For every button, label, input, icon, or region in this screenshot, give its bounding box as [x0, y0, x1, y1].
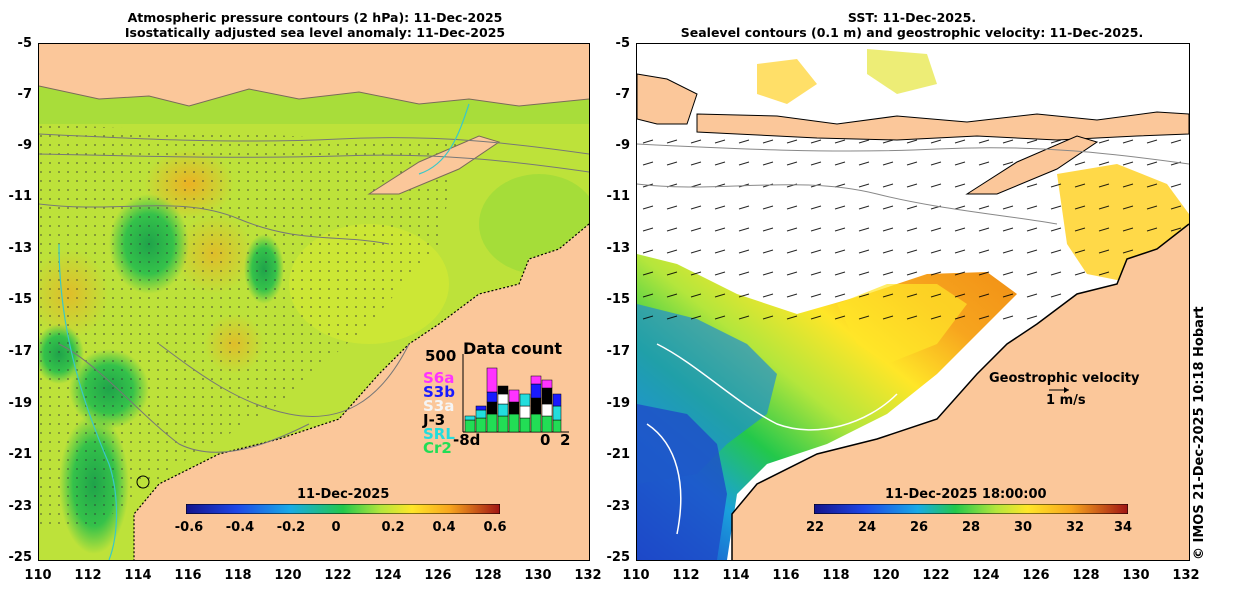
- right-y-tick: -13: [606, 241, 631, 256]
- right-cbar-tick: 22: [805, 520, 825, 535]
- right-y-tick: -25: [606, 550, 631, 565]
- velocity-legend-scale: 1 m/s: [1046, 393, 1086, 408]
- left-x-tick: 118: [224, 568, 252, 583]
- right-cbar-tick: 30: [1013, 520, 1033, 535]
- data-count-histogram: [462, 354, 569, 433]
- left-x-tick: 126: [424, 568, 452, 583]
- timor-island: [367, 135, 501, 195]
- right-colorbar-label: 11-Dec-2025 18:00:00: [885, 487, 1047, 502]
- right-x-tick: 118: [822, 568, 850, 583]
- right-x-tick: 110: [622, 568, 650, 583]
- left-y-tick: -21: [8, 447, 33, 462]
- left-y-tick: -5: [17, 36, 32, 51]
- left-colorbar: [186, 504, 500, 514]
- right-panel-title: SST: 11-Dec-2025. Sealevel contours (0.1…: [636, 10, 1188, 40]
- left-cbar-tick: -0.2: [276, 520, 306, 535]
- left-cbar-tick: -0.6: [174, 520, 204, 535]
- left-y-tick: -17: [8, 344, 33, 359]
- right-x-tick: 122: [922, 568, 950, 583]
- left-title-line2: Isostatically adjusted sea level anomaly…: [124, 25, 506, 40]
- right-x-tick: 124: [972, 568, 1000, 583]
- australia-land: [732, 224, 1189, 560]
- data-count-max: 500: [425, 347, 457, 365]
- right-x-tick: 128: [1072, 568, 1100, 583]
- right-y-tick: -23: [606, 499, 631, 514]
- right-cbar-tick: 28: [961, 520, 981, 535]
- right-cbar-tick: 24: [857, 520, 877, 535]
- right-x-tick: 114: [722, 568, 750, 583]
- mission-j3: J-3: [423, 411, 446, 429]
- sst-map: Geostrophic velocity 1 m/s: [636, 43, 1190, 561]
- right-y-tick: -21: [606, 447, 631, 462]
- left-x-tick: 130: [524, 568, 552, 583]
- left-cbar-tick: -0.4: [225, 520, 255, 535]
- left-y-tick: -11: [8, 189, 33, 204]
- mission-s3a: S3a: [423, 397, 455, 415]
- velocity-scale-arrow: [1049, 387, 1069, 393]
- left-x-tick: 114: [124, 568, 152, 583]
- right-title-line2: Sealevel contours (0.1 m) and geostrophi…: [680, 25, 1144, 40]
- left-y-tick: -15: [8, 292, 33, 307]
- right-y-tick: -19: [606, 396, 631, 411]
- right-colorbar: [814, 504, 1128, 514]
- right-x-tick: 130: [1122, 568, 1150, 583]
- copyright-notice: © IMOS 21-Dec-2025 10:18 Hobart: [1192, 306, 1207, 560]
- sea-level-anomaly-map: Data count 500 S6a S3b S3a J-3 SRL Cr2: [38, 43, 590, 561]
- left-cbar-tick: 0: [331, 520, 341, 535]
- right-cbar-tick: 32: [1065, 520, 1085, 535]
- mission-s3b: S3b: [423, 383, 455, 401]
- mission-srl: SRL: [423, 425, 455, 443]
- histogram-label-start: -8d: [453, 431, 481, 449]
- right-x-tick: 116: [772, 568, 800, 583]
- right-x-tick: 132: [1172, 568, 1200, 583]
- australia-land: [134, 224, 589, 560]
- histogram-label-zero: 0: [540, 431, 551, 449]
- left-x-tick: 124: [374, 568, 402, 583]
- sla-map-graphic: [39, 44, 589, 560]
- left-title-line1: Atmospheric pressure contours (2 hPa): 1…: [127, 10, 503, 25]
- left-y-tick: -25: [8, 550, 33, 565]
- left-x-tick: 132: [574, 568, 602, 583]
- left-x-tick: 122: [324, 568, 352, 583]
- mission-cr2: Cr2: [423, 439, 452, 457]
- right-y-tick: -7: [615, 87, 630, 102]
- sst-map-graphic: [637, 44, 1189, 560]
- right-y-tick: -9: [615, 138, 630, 153]
- left-x-tick: 116: [174, 568, 202, 583]
- left-y-tick: -13: [8, 241, 33, 256]
- right-x-tick: 112: [672, 568, 700, 583]
- lesser-sunda-islands: [696, 111, 1189, 141]
- left-cbar-tick: 0.4: [432, 520, 456, 535]
- left-x-tick: 110: [24, 568, 52, 583]
- left-y-tick: -23: [8, 499, 33, 514]
- right-y-tick: -15: [606, 292, 631, 307]
- mission-s6a: S6a: [423, 369, 455, 387]
- right-y-tick: -5: [615, 36, 630, 51]
- northern-land: [39, 44, 589, 106]
- right-y-tick: -17: [606, 344, 631, 359]
- left-y-tick: -7: [17, 87, 32, 102]
- right-title-line1: SST: 11-Dec-2025.: [847, 10, 977, 25]
- right-y-tick: -11: [606, 189, 631, 204]
- right-cbar-tick: 26: [909, 520, 929, 535]
- velocity-legend-title: Geostrophic velocity: [989, 371, 1140, 386]
- left-x-tick: 128: [474, 568, 502, 583]
- left-x-tick: 120: [274, 568, 302, 583]
- data-count-title: Data count: [463, 339, 562, 358]
- left-panel-title: Atmospheric pressure contours (2 hPa): 1…: [40, 10, 590, 40]
- right-x-tick: 120: [872, 568, 900, 583]
- left-y-tick: -19: [8, 396, 33, 411]
- right-x-tick: 126: [1022, 568, 1050, 583]
- left-cbar-tick: 0.6: [483, 520, 507, 535]
- right-cbar-tick: 34: [1113, 520, 1133, 535]
- left-y-tick: -9: [17, 138, 32, 153]
- left-x-tick: 112: [74, 568, 102, 583]
- histogram-label-end: 2: [560, 431, 571, 449]
- left-colorbar-label: 11-Dec-2025: [297, 487, 390, 502]
- left-cbar-tick: 0.2: [381, 520, 405, 535]
- northern-land: [637, 73, 698, 125]
